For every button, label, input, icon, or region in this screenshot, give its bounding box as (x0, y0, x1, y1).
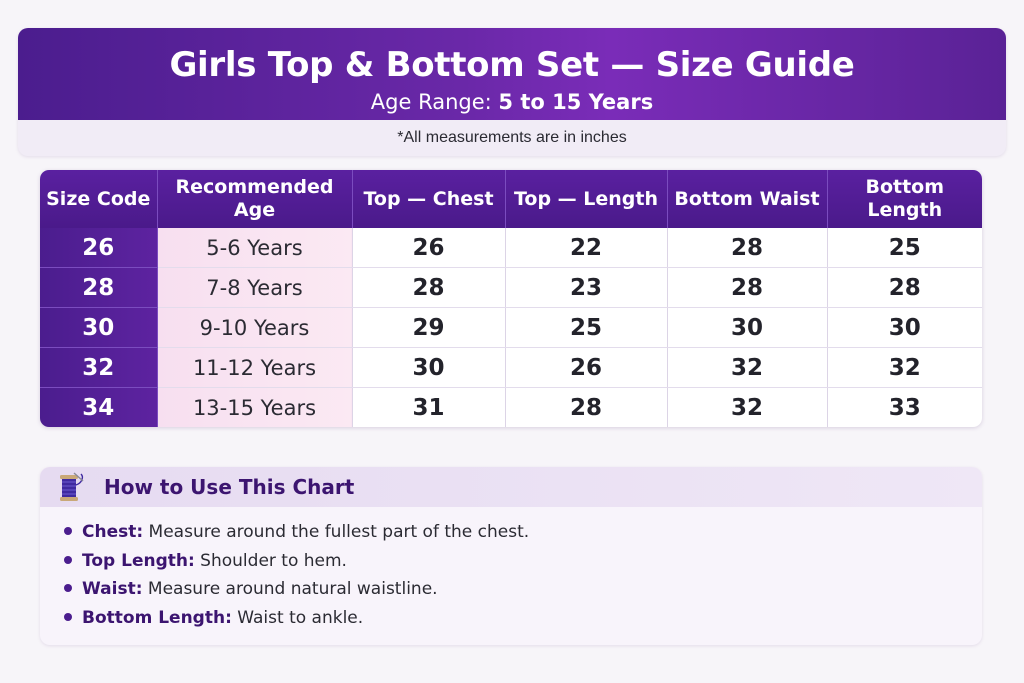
age-cell: 9-10 Years (157, 307, 353, 348)
page-title: Girls Top & Bottom Set — Size Guide (169, 45, 855, 85)
age-range-subtitle: Age Range: 5 to 15 Years (18, 88, 1006, 116)
top-chest-cell: 30 (352, 347, 506, 388)
age-cell: 11-12 Years (157, 347, 353, 388)
table-header-row: Size Code Recommended Age Top — Chest To… (40, 170, 982, 228)
how-to-use-title: How to Use This Chart (104, 475, 355, 499)
tip-text: Waist to ankle. (231, 607, 364, 628)
bottom-length-cell: 32 (827, 347, 982, 388)
age-range-label: Age Range: (370, 90, 492, 114)
tip-text: Measure around the fullest part of the c… (143, 522, 530, 542)
column-header-bottom-length: Bottom Length (827, 170, 982, 228)
list-item: Chest: Measure around the fullest part o… (64, 518, 982, 547)
table-row: 34 13-15 Years 31 28 32 33 (40, 387, 982, 427)
size-code-cell: 30 (40, 307, 158, 348)
size-code-cell: 34 (40, 387, 158, 427)
table-row: 32 11-12 Years 30 26 32 32 (40, 347, 982, 388)
table-row: 30 9-10 Years 29 25 30 30 (40, 307, 982, 348)
header-band: Girls Top & Bottom Set — Size Guide Age … (18, 28, 1006, 120)
age-cell: 13-15 Years (157, 387, 353, 427)
bottom-length-cell: 25 (827, 228, 982, 268)
size-table: Size Code Recommended Age Top — Chest To… (40, 170, 982, 427)
bottom-waist-cell: 28 (667, 228, 828, 268)
tips-list: Chest: Measure around the fullest part o… (40, 507, 982, 632)
bottom-waist-cell: 32 (667, 387, 828, 427)
header-card: Girls Top & Bottom Set — Size Guide Age … (18, 28, 1006, 156)
bottom-waist-cell: 28 (667, 267, 828, 308)
top-chest-cell: 26 (352, 228, 506, 268)
how-to-use-header: How to Use This Chart (40, 467, 982, 507)
column-header-bottom-waist: Bottom Waist (667, 170, 828, 228)
tip-term: Bottom Length: (82, 607, 232, 628)
column-header-recommended-age: Recommended Age (157, 170, 353, 228)
age-range-value: 5 to 15 Years (498, 90, 654, 114)
size-code-cell: 28 (40, 267, 158, 308)
size-code-cell: 26 (40, 228, 158, 268)
bottom-length-cell: 30 (827, 307, 982, 348)
list-item: Waist: Measure around natural waistline. (64, 575, 982, 604)
top-length-cell: 26 (505, 347, 668, 388)
tip-term: Waist: (82, 579, 143, 599)
table-row: 28 7-8 Years 28 23 28 28 (40, 267, 982, 308)
tip-term: Chest: (82, 522, 144, 542)
column-header-top-chest: Top — Chest (352, 170, 506, 228)
table-row: 26 5-6 Years 26 22 28 25 (40, 228, 982, 268)
list-item: Top Length: Shoulder to hem. (64, 547, 982, 576)
tip-text: Measure around natural waistline. (142, 579, 438, 599)
age-cell: 7-8 Years (157, 267, 353, 308)
bullet-icon (64, 527, 72, 535)
thread-spool-icon (60, 472, 84, 501)
column-header-size-code: Size Code (40, 170, 158, 228)
bottom-length-cell: 28 (827, 267, 982, 308)
tip-text: Shoulder to hem. (194, 550, 347, 571)
bullet-icon (64, 555, 72, 564)
how-to-use-card: How to Use This Chart Chest: Measure aro… (40, 467, 982, 645)
bottom-waist-cell: 32 (667, 347, 828, 388)
measurement-note: *All measurements are in inches (397, 129, 627, 146)
size-table-card: Size Code Recommended Age Top — Chest To… (40, 170, 982, 427)
top-chest-cell: 28 (352, 267, 506, 308)
bullet-icon (64, 584, 72, 592)
bullet-icon (64, 612, 72, 621)
column-header-top-length: Top — Length (505, 170, 668, 228)
top-length-cell: 25 (505, 307, 668, 348)
top-chest-cell: 31 (352, 387, 506, 427)
top-length-cell: 28 (505, 387, 668, 427)
list-item: Bottom Length: Waist to ankle. (64, 604, 982, 633)
bottom-waist-cell: 30 (667, 307, 828, 348)
bottom-length-cell: 33 (888, 394, 921, 421)
age-cell: 5-6 Years (157, 228, 353, 268)
tip-term: Top Length: (82, 550, 195, 571)
top-length-cell: 22 (505, 228, 668, 268)
size-code-cell: 32 (40, 347, 158, 388)
top-length-cell: 23 (505, 267, 668, 308)
top-chest-cell: 29 (352, 307, 506, 348)
